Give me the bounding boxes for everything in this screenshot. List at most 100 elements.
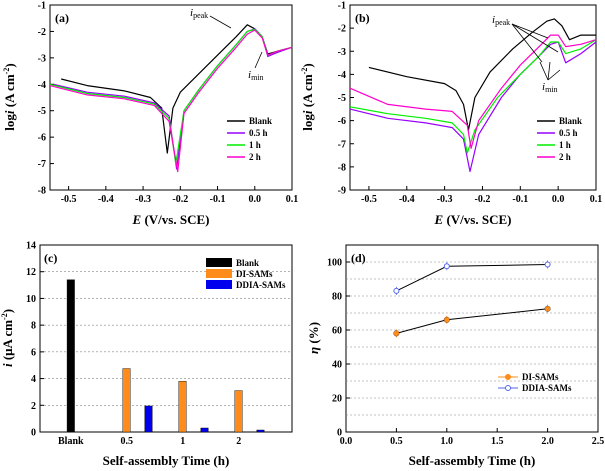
x-tick-label: -0.5 — [361, 194, 377, 205]
legend-label: 2 h — [559, 152, 571, 162]
x-tick-label: -0.1 — [512, 194, 528, 205]
panel-label: (b) — [355, 11, 370, 25]
legend-marker — [505, 374, 511, 380]
x-tick-label: -0.4 — [98, 194, 114, 205]
y-tick-label: 10 — [26, 294, 36, 305]
min-label: imin — [542, 81, 558, 94]
bar — [144, 405, 153, 433]
y-tick-label: 0 — [31, 428, 36, 439]
legend-label: Blank — [236, 258, 259, 268]
peak-arrow — [511, 23, 559, 53]
y-tick-label: 6 — [31, 347, 36, 358]
panel-label: (a) — [55, 11, 69, 25]
bar — [200, 427, 209, 433]
x-tick-label: Blank — [58, 436, 84, 447]
y-tick-label: 12 — [26, 267, 36, 278]
x-tick-label: -0.4 — [399, 194, 415, 205]
plot-frame — [345, 244, 599, 433]
min-label: imin — [248, 69, 264, 82]
peak-arrow — [511, 23, 549, 39]
peak-label: ipeak — [190, 7, 208, 20]
x-axis-label: E (V/vs. SCE) — [434, 212, 512, 227]
series-line — [349, 39, 597, 154]
bar-group — [66, 279, 265, 433]
peak-arrow — [511, 23, 543, 63]
x-axis-label: Self-assembly Time (h) — [409, 453, 536, 468]
panel-label: (d) — [351, 251, 366, 265]
x-tick-label: 0.0 — [249, 194, 262, 205]
legend-swatch — [206, 280, 232, 289]
y-axis-label: logi (A cm-2) — [2, 63, 17, 130]
y-tick-label: 14 — [26, 241, 36, 252]
x-tick-label: 0.0 — [340, 436, 353, 447]
grid — [40, 271, 292, 406]
legend-label: DDIA-SAMs — [522, 383, 572, 393]
y-tick-label: -7 — [38, 159, 46, 170]
bar — [122, 368, 131, 433]
y-axis-label: logi (A cm-2) — [300, 63, 315, 130]
x-tick-label: -0.3 — [135, 194, 151, 205]
bar — [66, 279, 75, 433]
y-tick-label: -6 — [338, 116, 346, 127]
series-group — [393, 260, 551, 338]
tick-group: 0 20 40 60 80 100 0.0 0.5 1.0 1.5 2.0 2.5 — [327, 258, 604, 448]
y-tick-label: -9 — [338, 186, 346, 197]
x-tick-label: -0.1 — [210, 194, 226, 205]
x-tick-label: 1.0 — [441, 436, 454, 447]
y-tick-label: -1 — [38, 1, 46, 12]
x-tick-label: 0.5 — [390, 436, 403, 447]
y-tick-label: -1 — [338, 1, 346, 12]
series-line — [349, 34, 597, 149]
grid — [346, 261, 598, 416]
y-axis-label: η (%) — [306, 322, 321, 354]
x-tick-label: 2.0 — [541, 436, 554, 447]
legend: Blank 0.5 h 1 h 2 h — [227, 116, 272, 162]
y-tick-label: 8 — [31, 321, 36, 332]
legend-swatch — [206, 258, 232, 267]
peak-arrow — [209, 15, 232, 29]
x-axis-label: E (V/vs. SCE) — [132, 212, 210, 227]
peak-annotation: ipeak imin — [190, 7, 264, 82]
y-tick-label: -7 — [338, 139, 346, 150]
y-tick-label: -5 — [38, 106, 46, 117]
legend-label: DI-SAMs — [236, 269, 273, 279]
min-arrow — [547, 61, 551, 81]
x-tick-label: 0.1 — [286, 194, 299, 205]
legend: Blank 0.5 h 1 h 2 h — [537, 116, 582, 162]
y-tick-label: 4 — [31, 374, 36, 385]
plot-frame — [39, 244, 293, 433]
y-tick-label: 100 — [327, 258, 342, 269]
series-group — [349, 18, 597, 173]
plot-frame — [349, 4, 597, 191]
legend-label: 1 h — [249, 140, 261, 150]
series-line — [49, 29, 293, 173]
x-tick-label: -0.3 — [437, 194, 453, 205]
panel-a: (a) -0.5 -0.4 -0.3 -0.2 -0.1 0.0 0.1 -8 -7 -6 -5 -4… — [2, 1, 298, 228]
legend-label: 0.5 h — [559, 128, 578, 138]
tick-group: -0.5 -0.4 -0.3 -0.2 -0.1 0.0 0.1 -8 -7 -6 -5 -4 -3 -2… — [38, 1, 299, 206]
peak-label: ipeak — [492, 14, 510, 27]
legend-label: DI-SAMs — [522, 372, 559, 382]
data-point — [393, 330, 400, 337]
y-tick-label: -4 — [38, 80, 46, 91]
y-tick-label: -4 — [338, 70, 346, 81]
y-tick-label: -2 — [38, 27, 46, 38]
y-tick-label: 2 — [31, 401, 36, 412]
data-point — [393, 287, 400, 294]
series-line — [349, 41, 597, 173]
x-tick-label: -0.5 — [61, 194, 77, 205]
x-tick-label: 1 — [180, 436, 185, 447]
legend-label: Blank — [559, 116, 582, 126]
panel-label: (c) — [44, 251, 57, 265]
y-tick-label: -5 — [338, 93, 346, 104]
series-group — [49, 24, 293, 173]
y-tick-label: -3 — [338, 47, 346, 58]
y-tick-label: 40 — [332, 360, 342, 371]
legend-label: 0.5 h — [249, 128, 268, 138]
x-tick-label: 2 — [236, 436, 241, 447]
y-tick-label: -6 — [38, 133, 46, 144]
x-axis-label: Self-assembly Time (h) — [103, 453, 230, 468]
x-tick-label: 2.5 — [592, 436, 605, 447]
